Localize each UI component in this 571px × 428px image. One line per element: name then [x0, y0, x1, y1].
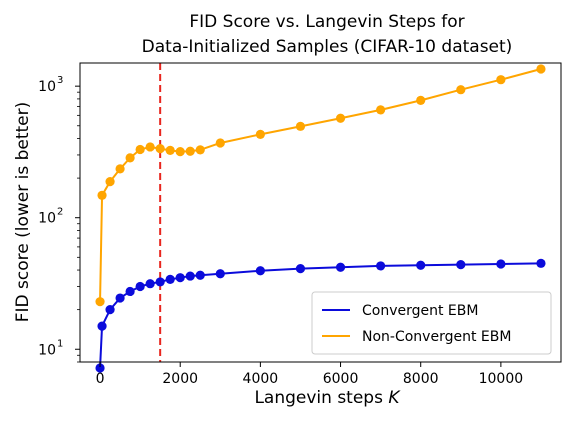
legend-label-2: Non-Convergent EBM — [362, 329, 511, 345]
x-tick-label: 8000 — [403, 371, 439, 387]
legend: Convergent EBM Non-Convergent EBM — [311, 291, 552, 355]
chart-title-line2: Data-Initialized Samples (CIFAR-10 datas… — [142, 37, 513, 57]
legend-box — [311, 291, 552, 355]
y-tick-label: 10 — [38, 79, 56, 95]
series-2-point — [115, 164, 125, 174]
series-2-point — [255, 129, 265, 139]
series-1-point — [295, 264, 306, 274]
series-2-point — [185, 146, 195, 156]
series-2-point — [95, 297, 105, 307]
y-tick-label: 10 — [38, 342, 56, 358]
series-2-point — [125, 153, 135, 163]
series-2-point — [165, 145, 175, 155]
series-2-point — [335, 113, 346, 123]
x-axis-ticks: 0 2000 4000 6000 8000 10000 — [96, 362, 524, 387]
series-2-point — [295, 121, 306, 131]
series-1-point — [335, 262, 346, 272]
series-2-point — [97, 190, 107, 200]
series-1-point — [165, 274, 175, 284]
series-2-point — [145, 142, 155, 152]
series-group — [95, 64, 546, 373]
y-axis-label: FID score (lower is better) — [13, 102, 33, 323]
series-1-point — [185, 271, 195, 281]
series-1-point — [416, 260, 426, 270]
axes — [79, 62, 562, 363]
series-2-point — [175, 147, 185, 157]
y-tick-exponent: 3 — [57, 75, 63, 86]
y-tick-label: 10 — [38, 211, 56, 227]
series-1-point — [105, 305, 115, 315]
x-axis-label-variable: K — [388, 388, 401, 408]
x-tick-label: 2000 — [162, 371, 198, 387]
series-1-point — [215, 269, 225, 279]
series-2-point — [536, 64, 546, 74]
legend-label-1: Convergent EBM — [362, 303, 478, 319]
series-2-point — [105, 177, 115, 187]
series-2-point — [416, 95, 426, 105]
series-2-point — [135, 144, 145, 155]
series-2-point — [456, 85, 466, 95]
axes-frame — [79, 62, 562, 363]
series-2-point — [215, 138, 225, 148]
x-tick-label: 4000 — [243, 371, 279, 387]
series-1-point — [145, 279, 155, 289]
series-1-point — [115, 293, 125, 303]
series-2-point — [155, 144, 165, 154]
series-1-point — [97, 321, 107, 331]
series-2-point — [376, 105, 386, 115]
series-1-point — [125, 286, 135, 297]
chart-title-line1: FID Score vs. Langevin Steps for — [189, 12, 464, 32]
series-2-point — [496, 75, 506, 85]
series-1-point — [255, 266, 265, 276]
series-1-point — [175, 273, 185, 283]
series-1-point — [95, 363, 105, 373]
series-1-point — [195, 270, 205, 280]
series-1-point — [155, 277, 165, 287]
series-1-point — [496, 259, 506, 269]
y-tick-exponent: 2 — [57, 207, 63, 218]
y-tick-exponent: 1 — [57, 338, 63, 349]
series-1-point — [536, 258, 546, 268]
x-axis-label: Langevin steps K — [254, 388, 401, 408]
x-tick-label: 10000 — [479, 371, 524, 387]
series-1-point — [456, 260, 466, 270]
x-tick-label: 0 — [96, 371, 105, 387]
x-tick-label: 6000 — [323, 371, 359, 387]
x-axis-label-text: Langevin steps — [254, 388, 388, 408]
series-1-point — [376, 261, 386, 271]
series-2-point — [195, 145, 205, 155]
series-1-point — [135, 281, 145, 292]
chart-title: FID Score vs. Langevin Steps for Data-In… — [142, 12, 513, 57]
